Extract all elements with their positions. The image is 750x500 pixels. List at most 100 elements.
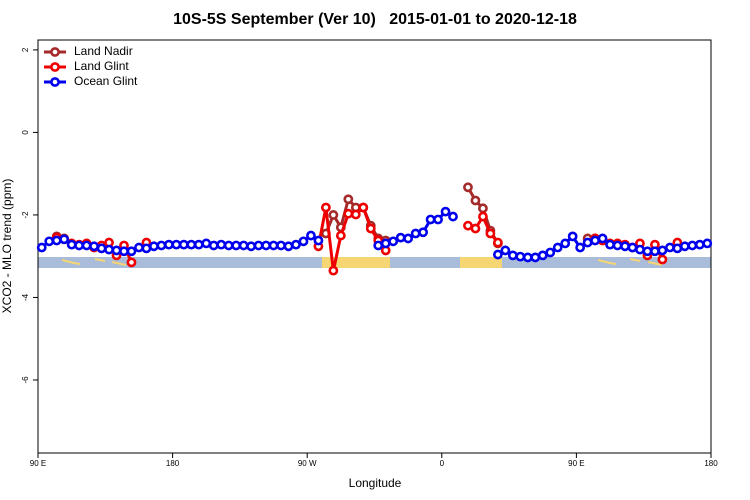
data-point <box>388 236 399 247</box>
data-point <box>231 240 242 251</box>
x-axis-label: Longitude <box>349 476 402 490</box>
data-point <box>440 206 451 217</box>
data-point <box>89 241 99 252</box>
data-point <box>223 240 234 251</box>
legend-marker <box>50 47 60 57</box>
data-point <box>306 230 316 241</box>
data-point <box>253 240 264 251</box>
map-strip <box>38 257 711 268</box>
data-point <box>44 236 55 247</box>
y-tick-label: 0 <box>21 130 30 135</box>
data-point <box>328 265 339 276</box>
data-point <box>208 240 219 251</box>
data-point <box>582 237 593 248</box>
data-point <box>81 240 92 251</box>
y-axis-label: XCO2 - MLO trend (ppm) <box>0 179 14 314</box>
data-point <box>141 243 152 254</box>
land-band <box>460 257 502 268</box>
data-point <box>358 202 369 213</box>
data-point <box>537 250 548 261</box>
y-tick-label: -2 <box>21 211 30 219</box>
data-point <box>650 246 660 257</box>
data-point <box>74 240 85 251</box>
data-point <box>261 240 271 251</box>
data-point <box>470 223 481 234</box>
legend-marker <box>50 77 60 87</box>
data-point <box>470 195 481 206</box>
data-point <box>403 233 414 244</box>
data-point <box>298 236 309 247</box>
data-point <box>96 243 107 254</box>
data-point <box>149 241 159 252</box>
data-point <box>545 247 556 258</box>
data-point <box>163 239 174 250</box>
data-point <box>694 239 705 250</box>
y-tick-label: -6 <box>21 376 30 384</box>
data-point <box>433 214 443 225</box>
data-point <box>448 211 458 222</box>
data-point <box>238 240 249 251</box>
data-point <box>171 239 182 250</box>
data-point <box>380 238 391 249</box>
chart-title: 10S-5S September (Ver 10) 2015-01-01 to … <box>173 11 577 28</box>
legend-label: Land Glint <box>74 59 129 73</box>
data-point <box>425 214 436 225</box>
data-point <box>328 210 339 220</box>
island-marks <box>61 258 127 266</box>
data-point <box>246 241 257 252</box>
data-point <box>36 242 47 253</box>
data-point <box>567 231 578 242</box>
data-point <box>283 241 294 252</box>
data-point <box>657 254 668 265</box>
data-point <box>590 235 600 246</box>
legend-marker <box>50 62 60 72</box>
data-point <box>679 241 690 252</box>
data-point <box>343 194 354 205</box>
data-point <box>605 239 615 250</box>
data-point <box>156 240 167 251</box>
data-point <box>365 223 376 234</box>
data-point <box>515 251 526 262</box>
data-point <box>201 238 212 249</box>
data-point <box>463 182 473 193</box>
data-point <box>552 242 563 253</box>
x-tick-label: 90 E <box>568 459 584 468</box>
data-point <box>702 238 713 249</box>
data-point <box>492 237 503 248</box>
legend-label: Ocean Glint <box>74 74 138 88</box>
y-tick-label: 2 <box>21 47 30 52</box>
data-point <box>276 240 286 251</box>
x-tick-label: 180 <box>704 459 718 468</box>
data-point <box>104 244 114 255</box>
data-point <box>134 242 144 253</box>
data-point <box>530 252 541 263</box>
data-point <box>507 250 518 261</box>
data-point <box>51 235 62 246</box>
data-point <box>291 239 301 250</box>
data-point <box>635 244 645 255</box>
data-point <box>657 245 668 256</box>
data-point <box>395 232 406 243</box>
data-point <box>335 230 346 241</box>
data-point <box>373 240 384 251</box>
data-point <box>478 203 488 214</box>
data-point <box>672 243 683 254</box>
data-point <box>492 249 503 260</box>
data-point <box>575 242 586 253</box>
data-point <box>642 246 653 257</box>
data-point <box>59 234 70 245</box>
data-point <box>485 228 496 239</box>
data-point <box>343 208 354 219</box>
data-point <box>111 245 122 256</box>
data-point <box>522 252 533 263</box>
data-point <box>500 245 511 256</box>
data-point <box>612 240 623 251</box>
data-point <box>620 241 630 252</box>
y-tick-label: -4 <box>21 293 30 301</box>
data-point <box>268 240 279 251</box>
data-point <box>560 238 571 249</box>
data-point <box>313 235 324 246</box>
island-marks <box>597 258 663 266</box>
data-point <box>178 239 189 250</box>
